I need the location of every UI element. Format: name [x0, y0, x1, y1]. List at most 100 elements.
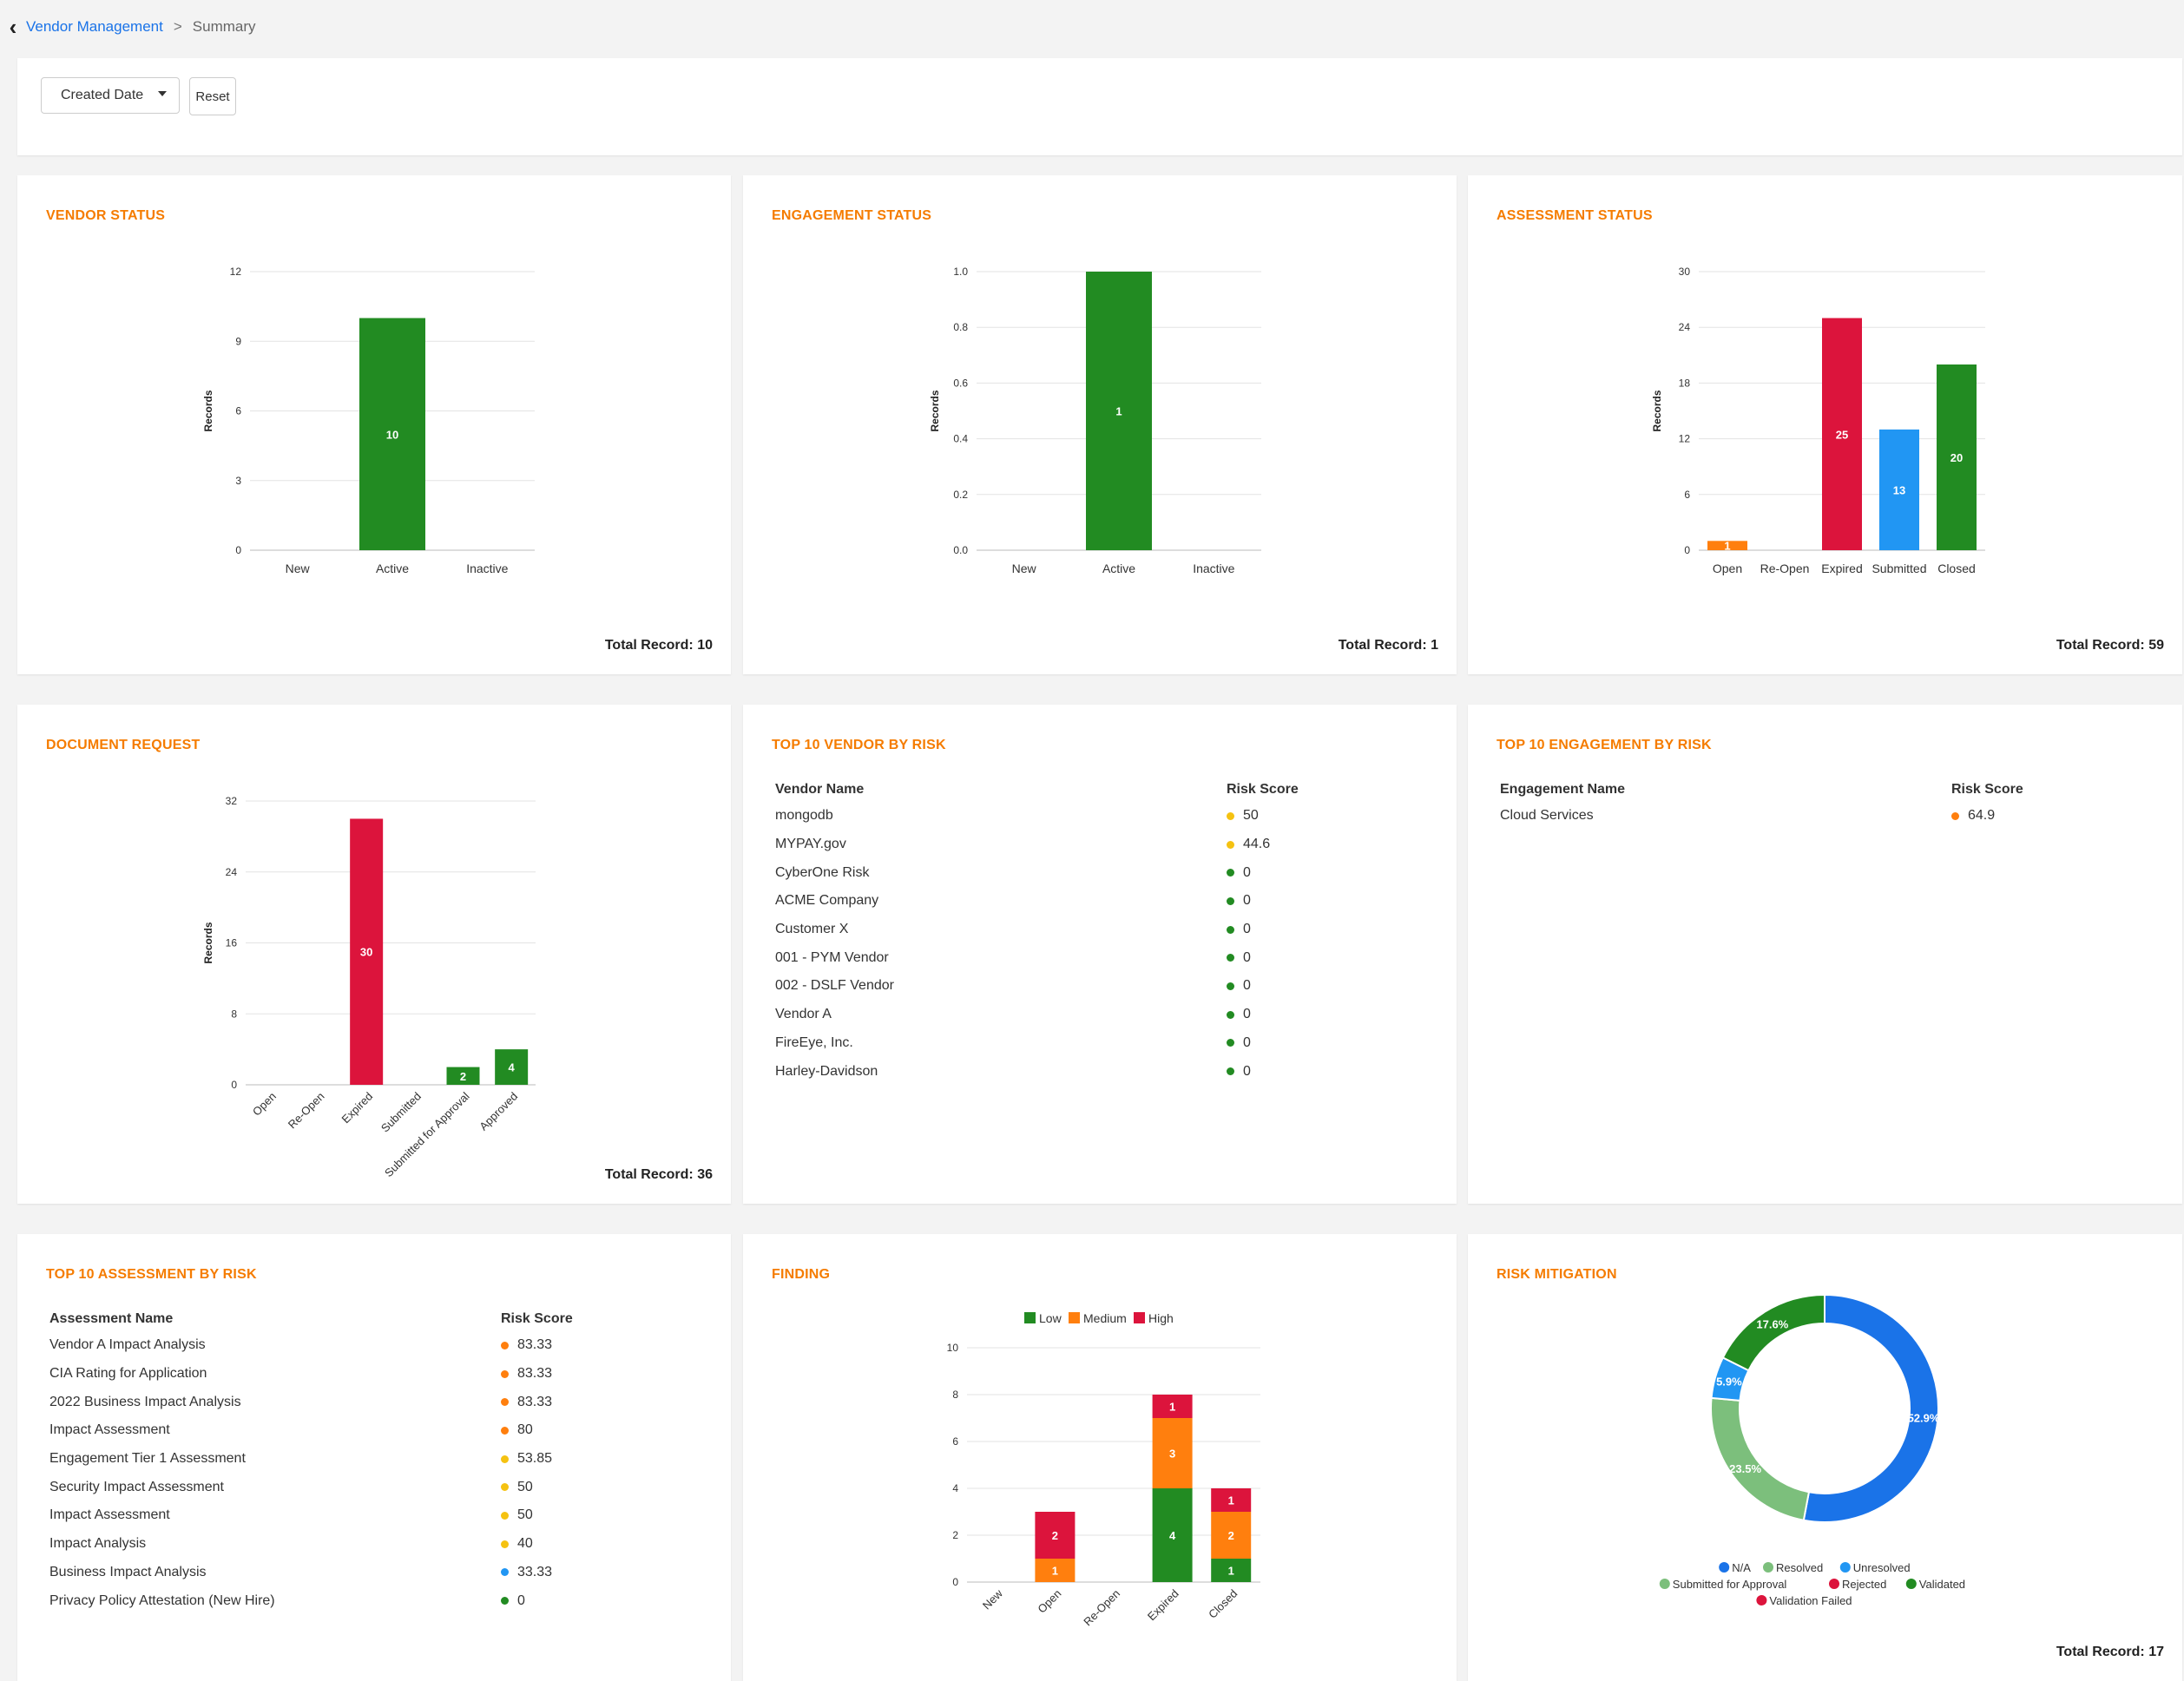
total-record: Total Record: 1 [1338, 638, 1438, 653]
bar-value-label: 1 [1724, 540, 1730, 553]
document-request-card: DOCUMENT REQUEST 0 8 16 24 32 Records Open Re-O… [17, 705, 731, 1204]
risk-dot-icon [1951, 811, 1959, 820]
row-score: 0 [1227, 1035, 1251, 1051]
row-score: 50 [1227, 808, 1259, 824]
finding-chart: 0 2 4 6 8 10 New Open 1 2 Re-Open Expired 4 3 1 Closed 1… [947, 1311, 1260, 1628]
slice-label: 23.5% [1729, 1462, 1761, 1475]
table-row: Privacy Policy Attestation (New Hire) 0 [49, 1586, 573, 1615]
risk-score-value: 0 [1243, 978, 1251, 994]
y-tick-label: 24 [226, 866, 238, 878]
table-row: CIA Rating for Application 83.33 [49, 1360, 573, 1389]
bar-value-label: 1 [1228, 1494, 1234, 1507]
row-name: Impact Assessment [49, 1507, 170, 1523]
row-name: 2022 Business Impact Analysis [49, 1394, 241, 1409]
legend-swatch [1134, 1312, 1145, 1323]
risk-dot-icon [1227, 982, 1234, 990]
donut-slice [1802, 1293, 1939, 1523]
y-tick-label: 2 [952, 1529, 958, 1541]
created-date-dropdown[interactable]: Created Date [41, 77, 180, 114]
table-row: MYPAY.gov 44.6 [775, 831, 1299, 859]
bar [1937, 364, 1977, 550]
risk-score-value: 0 [1243, 922, 1251, 937]
row-name: Engagement Tier 1 Assessment [49, 1451, 246, 1467]
row-score: 44.6 [1227, 837, 1270, 852]
row-score: 0 [1227, 1064, 1251, 1080]
bar-value-label: 1 [1115, 405, 1122, 418]
x-tick-label: Re-Open [1760, 561, 1810, 575]
donut-slice [1710, 1396, 1811, 1521]
card-title: ENGAGEMENT STATUS [772, 208, 932, 223]
x-tick-label: Re-Open [286, 1090, 327, 1132]
breadcrumb-vendor-management[interactable]: Vendor Management [26, 18, 163, 35]
risk-score-value: 0 [1243, 949, 1251, 965]
row-score: 50 [501, 1507, 533, 1523]
bar-value-label: 2 [1052, 1529, 1058, 1542]
risk-score-value: 50 [517, 1479, 533, 1494]
risk-score-value: 83.33 [517, 1366, 553, 1382]
y-tick-label: 12 [230, 266, 242, 278]
back-arrow-icon[interactable]: ‹ [9, 13, 17, 40]
risk-score-value: 0 [517, 1592, 525, 1608]
table-header: Assessment Name Risk Score [49, 1307, 573, 1331]
row-score: 83.33 [501, 1395, 552, 1410]
y-tick-label: 6 [1684, 489, 1690, 501]
x-tick-label: New [286, 561, 311, 575]
risk-score-value: 83.33 [517, 1337, 553, 1353]
x-tick-label: Inactive [466, 561, 508, 575]
legend-swatch [1069, 1312, 1080, 1323]
table-row: Cloud Services 64.9 [1500, 802, 2023, 831]
table-row: Security Impact Assessment 50 [49, 1473, 573, 1501]
row-score: 0 [1227, 893, 1251, 909]
row-name: FireEye, Inc. [775, 1034, 853, 1050]
table-row: Engagement Tier 1 Assessment 53.85 [49, 1445, 573, 1474]
bar-segment [1152, 1395, 1193, 1418]
table-row: 2022 Business Impact Analysis 83.33 [49, 1388, 573, 1416]
breadcrumb: ‹ Vendor Management > Summary [0, 12, 256, 42]
bar-value-label: 13 [1893, 483, 1905, 496]
card-title: TOP 10 ASSESSMENT BY RISK [46, 1267, 257, 1282]
x-tick-label: Open [1713, 561, 1742, 575]
table-header: Vendor Name Risk Score [775, 778, 1299, 802]
top-vendor-table: Vendor Name Risk Score mongodb 50 MYPAY.go… [775, 778, 1299, 1086]
bar-segment [1211, 1559, 1252, 1582]
row-name: Business Impact Analysis [49, 1564, 207, 1579]
x-tick-label: Active [1102, 561, 1135, 575]
y-tick-label: 12 [1679, 433, 1691, 445]
total-record: Total Record: 10 [604, 638, 713, 653]
legend-label: Validated [1919, 1578, 1965, 1591]
row-name: Harley-Davidson [775, 1063, 878, 1079]
table-row: ACME Company 0 [775, 887, 1299, 916]
legend-label: Rejected [1842, 1578, 1886, 1591]
table-row: Impact Assessment 50 [49, 1501, 573, 1530]
top-engagement-card: TOP 10 ENGAGEMENT BY RISK Engagement Nam… [1468, 705, 2182, 1204]
col-risk-score: Risk Score [1227, 782, 1299, 797]
y-tick-label: 3 [235, 475, 241, 487]
risk-score-value: 0 [1243, 864, 1251, 880]
card-title: TOP 10 ENGAGEMENT BY RISK [1497, 738, 1712, 752]
row-name: Vendor A Impact Analysis [49, 1337, 206, 1353]
y-axis-label: Records [202, 390, 214, 431]
y-tick-label: 8 [231, 1008, 237, 1020]
bar-value-label: 2 [460, 1070, 466, 1083]
y-tick-label: 0 [235, 544, 241, 556]
bar-value-label: 10 [386, 428, 398, 441]
slice-label: 5.9% [1716, 1376, 1742, 1389]
row-score: 40 [501, 1536, 533, 1552]
legend-label: Medium [1083, 1311, 1127, 1325]
risk-mitigation-chart: 52.9% 23.5% 5.9% 17.6% N/A Resolved Unresolved… [1659, 1293, 1965, 1607]
total-record: Total Record: 59 [2056, 638, 2164, 653]
reset-button[interactable]: Reset [189, 77, 236, 115]
x-tick-label: Submitted [1872, 561, 1926, 575]
col-risk-score: Risk Score [501, 1311, 573, 1326]
bar-segment [1211, 1512, 1252, 1559]
row-score: 0 [1227, 1007, 1251, 1022]
card-title: FINDING [772, 1267, 831, 1282]
y-tick-label: 0 [231, 1079, 237, 1091]
row-score: 53.85 [501, 1451, 552, 1467]
card-title: RISK MITIGATION [1497, 1267, 1617, 1282]
risk-dot-icon [1227, 1067, 1234, 1076]
bar [1707, 541, 1747, 550]
x-tick-label: Open [1035, 1587, 1063, 1616]
row-name: Cloud Services [1500, 808, 1594, 824]
row-score: 0 [1227, 950, 1251, 966]
